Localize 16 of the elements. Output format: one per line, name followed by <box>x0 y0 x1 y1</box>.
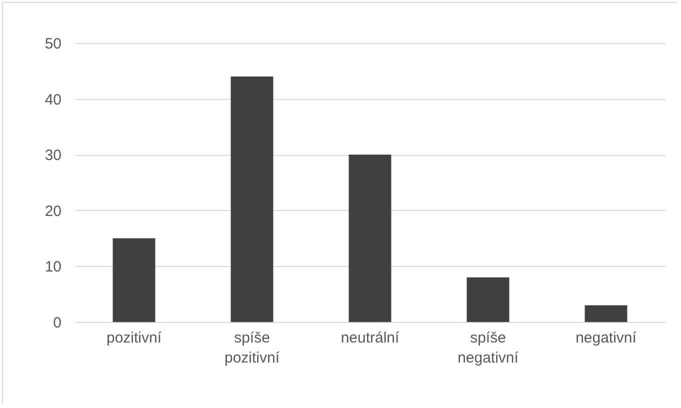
bar <box>348 154 392 322</box>
x-tick-label: spíše negativní <box>458 330 520 366</box>
bar <box>584 305 628 322</box>
y-tick-label: 20 <box>44 202 62 220</box>
x-tick-label: neutrální <box>340 330 400 346</box>
bar <box>466 277 510 322</box>
x-tick-label: spíše pozitivní <box>224 330 280 366</box>
x-tick-label: pozitivní <box>106 330 162 346</box>
y-tick-label: 10 <box>44 258 62 276</box>
x-tick-label: negativní <box>576 330 638 346</box>
y-tick-label: 0 <box>53 314 62 332</box>
y-tick-label: 30 <box>44 147 62 164</box>
y-tick-label: 40 <box>44 91 62 108</box>
bar <box>112 238 156 322</box>
bar <box>230 76 274 322</box>
y-tick-label: 50 <box>44 36 62 52</box>
